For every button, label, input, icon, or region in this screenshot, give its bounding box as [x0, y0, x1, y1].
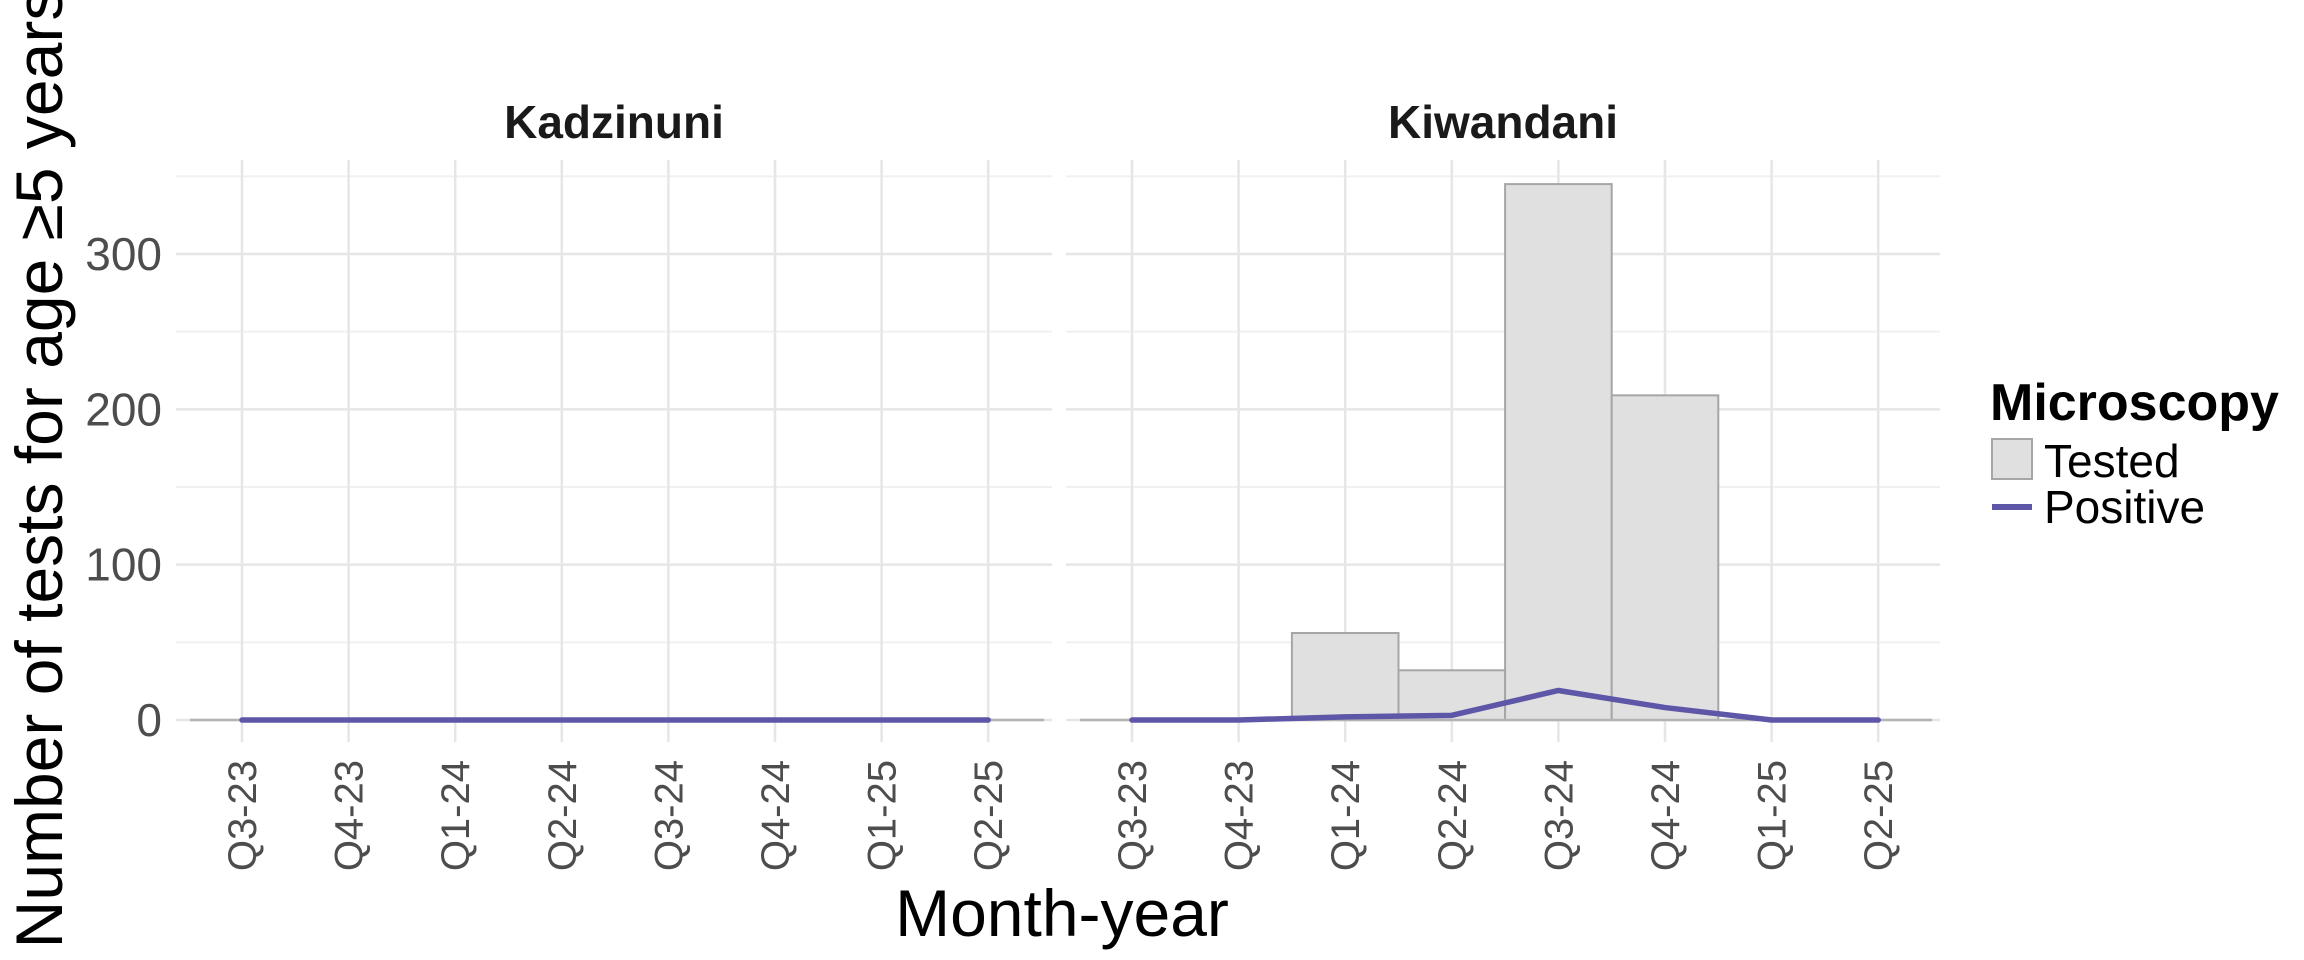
legend-title: Microscopy: [1990, 374, 2279, 432]
legend-label-tested: Tested: [2044, 435, 2180, 487]
x-tick-label: Q1-25: [1751, 760, 1795, 871]
panel-1: Kiwandani Q3-23 Q4-23 Q1-24 Q2-24 Q3-24 Q4-24 Q…: [1066, 96, 1940, 871]
line-positive: [1129, 687, 1881, 723]
x-tick-label: Q4-24: [754, 760, 798, 871]
legend: Microscopy Tested Positive: [1990, 374, 2279, 533]
panel-0: Kadzinuni Q3-23 Q4-23 Q1-24 Q2-24 Q3-24 Q4-24 Q…: [176, 96, 1052, 871]
legend-label-positive: Positive: [2044, 481, 2205, 533]
x-tick-label: Q2-24: [1431, 760, 1475, 871]
y-tick-label: 300: [85, 228, 162, 280]
x-tick-label: Q3-24: [647, 760, 691, 871]
x-axis-title: Month-year: [895, 876, 1229, 950]
y-tick-label: 0: [136, 694, 162, 746]
y-axis-title: Number of tests for age ≥5 years: [2, 0, 76, 948]
x-tick-label: Q2-25: [967, 760, 1011, 871]
x-tick-label: Q3-23: [1111, 760, 1155, 871]
bar-tested-Q3-24: [1504, 183, 1613, 722]
x-tick-label: Q1-24: [434, 760, 478, 871]
panels: Kadzinuni Q3-23 Q4-23 Q1-24 Q2-24 Q3-24 Q4-24 Q…: [85, 96, 1940, 871]
x-tick-label: Q2-24: [541, 760, 585, 871]
legend-key-tested: [1991, 438, 2033, 480]
bar-tested-Q1-24: [1290, 632, 1400, 721]
panel-title-0: Kadzinuni: [504, 96, 724, 148]
x-tick-label: Q1-25: [861, 760, 905, 871]
panel-title-1: Kiwandani: [1388, 96, 1618, 148]
bar-tested-Q2-24: [1397, 669, 1507, 721]
bar-tested-Q4-24: [1610, 394, 1720, 721]
x-tick-label: Q3-23: [221, 760, 265, 871]
y-tick-label: 200: [85, 383, 162, 435]
x-tick-label: Q4-23: [1218, 760, 1262, 871]
y-tick-label: 100: [85, 539, 162, 591]
x-tick-label: Q4-23: [328, 760, 372, 871]
x-tick-label: Q2-25: [1857, 760, 1901, 871]
x-tick-label: Q3-24: [1537, 760, 1581, 871]
x-tick-label: Q4-24: [1644, 760, 1688, 871]
x-tick-label: Q1-24: [1324, 760, 1368, 871]
